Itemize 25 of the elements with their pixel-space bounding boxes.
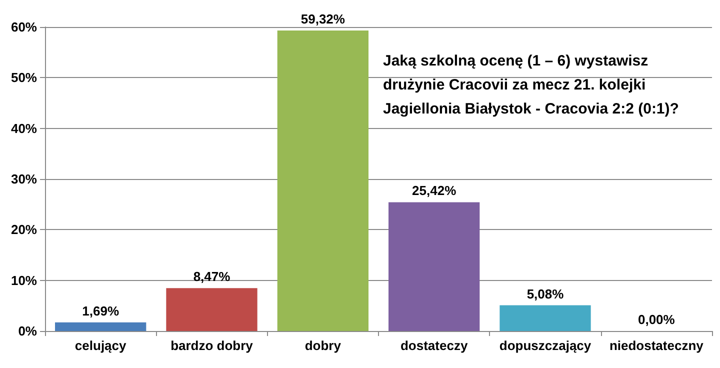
bar xyxy=(500,305,591,331)
bar xyxy=(277,30,368,331)
bar xyxy=(55,322,146,331)
y-tick-label: 20% xyxy=(10,222,38,238)
y-tick-label: 40% xyxy=(10,120,38,136)
data-label: 8,47% xyxy=(193,269,231,284)
y-tick-label: 60% xyxy=(10,20,38,34)
text: Jaką szkolną ocenę (1 – 6) wystawisz drużynie Cracovii za mecz 21. kolejki Jagiellonia Białystok - Cracovia 2:2 (0:1)? xyxy=(383,52,679,118)
bar xyxy=(388,202,480,331)
x-tick-label: dopuszczający xyxy=(499,338,592,353)
y-tick-label: 0% xyxy=(18,324,38,338)
bar xyxy=(166,288,258,331)
data-label: 0,00% xyxy=(638,312,676,327)
data-label: 1,69% xyxy=(82,303,120,318)
x-tick-label: dostateczy xyxy=(400,338,468,353)
data-label: 5,08% xyxy=(526,286,564,302)
data-label: 25,42% xyxy=(412,183,457,198)
data-label: 59,32% xyxy=(300,11,346,26)
x-tick-label: dobry xyxy=(304,338,342,353)
y-tick-label: 30% xyxy=(10,172,38,186)
x-tick-label: niedostateczny xyxy=(609,338,704,353)
x-tick-label: bardzo dobry xyxy=(170,338,254,353)
y-tick-label: 50% xyxy=(10,70,38,86)
y-tick-label: 10% xyxy=(10,272,38,288)
x-tick-label: celujący xyxy=(74,338,128,353)
